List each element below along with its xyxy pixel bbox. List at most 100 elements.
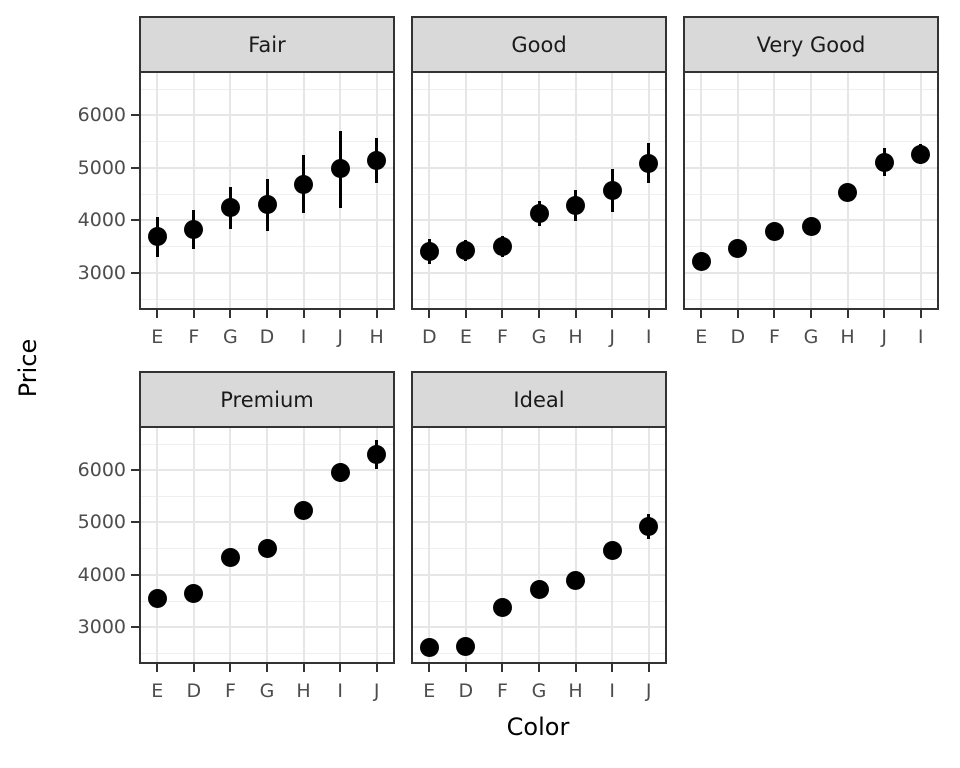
x-tick-mark — [266, 664, 268, 672]
x-tick-label: G — [223, 326, 238, 348]
gridline-major-v — [700, 73, 703, 308]
x-tick-mark — [156, 664, 159, 672]
data-point — [220, 198, 240, 218]
x-tick-mark — [501, 310, 504, 318]
gridline-major-v — [501, 73, 504, 308]
x-tick-label: F — [224, 680, 236, 702]
gridline-major-v — [736, 73, 739, 308]
y-tick-mark — [131, 219, 139, 222]
gridline-major-v — [810, 73, 812, 308]
x-tick-label: J — [337, 326, 343, 348]
x-tick-label: J — [881, 326, 887, 348]
y-tick-label: 6000 — [77, 458, 126, 481]
x-tick-label: I — [609, 680, 615, 702]
gridline-major-v — [538, 73, 540, 308]
x-tick-label: H — [296, 680, 311, 702]
x-tick-mark — [339, 310, 342, 318]
data-point — [801, 217, 821, 237]
gridline-major-v — [464, 428, 467, 662]
gridline-major-v — [919, 73, 922, 308]
data-point — [419, 638, 439, 658]
x-tick-mark — [773, 310, 776, 318]
data-point — [257, 195, 277, 215]
gridline-major-v — [192, 73, 195, 308]
x-tick-label: J — [373, 680, 380, 702]
y-tick-mark — [131, 271, 139, 274]
facet-strip-very-good: Very Good — [683, 16, 939, 73]
x-tick-label: F — [768, 326, 780, 348]
x-tick-label: G — [531, 326, 547, 348]
gridline-major-v — [464, 73, 467, 308]
facet-strip-label: Very Good — [756, 32, 866, 57]
facet-panel-ideal — [411, 426, 667, 664]
x-tick-label: I — [337, 680, 343, 702]
data-point — [874, 152, 894, 172]
gridline-major-v — [156, 428, 159, 662]
x-axis-title: Color — [506, 713, 570, 741]
data-point — [492, 237, 512, 257]
x-tick-label: J — [645, 680, 652, 702]
x-tick-mark — [538, 310, 540, 318]
x-tick-mark — [302, 310, 305, 318]
data-point — [294, 174, 314, 194]
gridline-major-v — [192, 428, 195, 662]
data-point — [529, 579, 549, 599]
gridline-major-v — [773, 73, 776, 308]
x-tick-label: F — [496, 326, 508, 348]
facet-strip-label: Ideal — [513, 387, 565, 412]
gridline-major-v — [647, 428, 650, 662]
y-tick-mark — [131, 468, 139, 471]
gridline-major-v — [883, 73, 886, 308]
data-point — [184, 584, 204, 604]
facet-panel-very-good — [683, 71, 939, 310]
x-tick-label: H — [369, 326, 384, 348]
x-tick-mark — [611, 664, 614, 672]
gridline-major-v — [428, 73, 431, 308]
x-tick-label: H — [568, 680, 583, 702]
y-tick-label: 5000 — [77, 511, 126, 534]
gridline-major-v — [339, 428, 342, 662]
x-tick-mark — [647, 310, 650, 318]
data-point — [367, 151, 387, 171]
facet-panel-premium — [139, 426, 395, 664]
y-tick-label: 4000 — [77, 563, 126, 586]
x-tick-label: E — [151, 326, 164, 348]
data-point — [492, 597, 512, 617]
data-point — [911, 144, 931, 164]
x-tick-mark — [375, 664, 378, 672]
x-tick-mark — [846, 310, 849, 318]
data-point — [691, 251, 711, 271]
x-tick-mark — [229, 664, 232, 672]
x-tick-mark — [574, 664, 577, 672]
y-tick-label: 6000 — [77, 104, 126, 127]
y-tick-mark — [131, 625, 139, 628]
facet-panel-fair — [139, 71, 395, 310]
x-tick-label: D — [186, 680, 202, 702]
gridline-major-v — [375, 73, 378, 308]
gridline-major-v — [229, 428, 232, 662]
facet-strip-label: Fair — [248, 32, 286, 57]
x-tick-mark — [192, 664, 195, 672]
x-tick-mark — [647, 664, 650, 672]
x-tick-label: G — [531, 680, 547, 702]
facet-strip-premium: Premium — [139, 371, 395, 428]
x-tick-label: D — [421, 326, 437, 348]
x-tick-mark — [428, 664, 431, 672]
gridline-major-v — [647, 73, 650, 308]
x-tick-mark — [464, 664, 467, 672]
data-point — [639, 154, 659, 173]
data-point — [456, 240, 476, 260]
x-tick-label: G — [259, 680, 275, 702]
data-point — [838, 182, 858, 202]
x-tick-mark — [375, 310, 378, 318]
data-point — [330, 159, 350, 179]
x-tick-label: D — [259, 326, 275, 348]
data-point — [147, 589, 167, 609]
x-tick-mark — [883, 310, 886, 318]
y-tick-label: 3000 — [77, 615, 126, 638]
data-point — [257, 538, 277, 558]
x-tick-mark — [611, 310, 614, 318]
data-point — [147, 227, 167, 247]
x-tick-mark — [810, 310, 812, 318]
